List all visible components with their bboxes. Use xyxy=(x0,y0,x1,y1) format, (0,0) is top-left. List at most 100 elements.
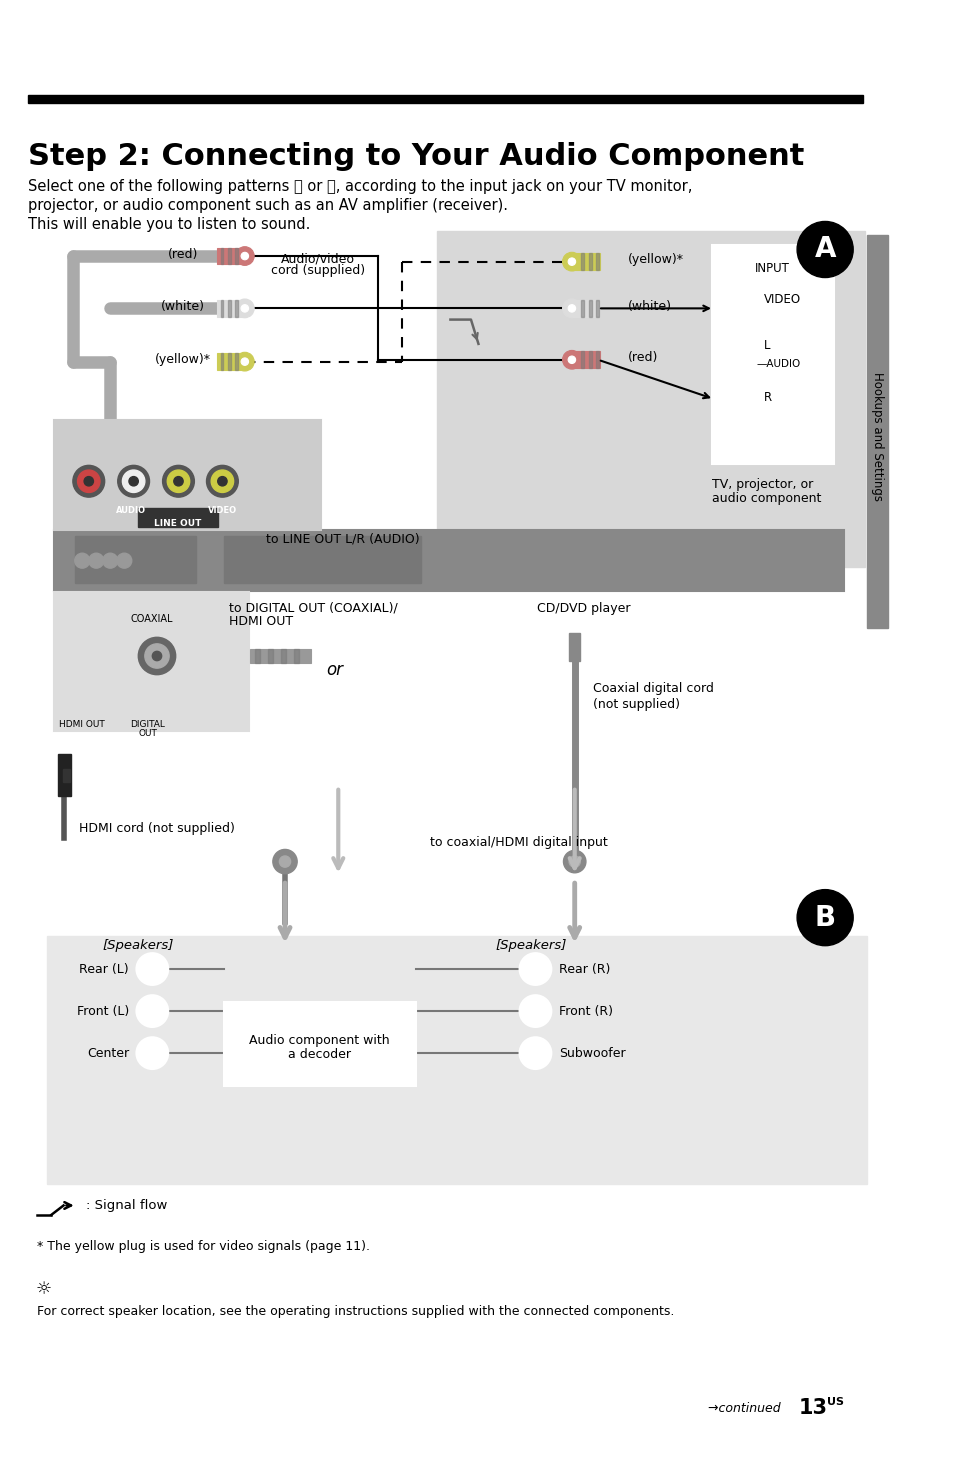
Bar xyxy=(228,248,231,264)
Bar xyxy=(224,1001,416,1086)
Circle shape xyxy=(103,553,117,568)
Bar xyxy=(588,300,591,317)
Bar xyxy=(571,254,599,270)
Text: VIDEO: VIDEO xyxy=(762,292,800,305)
Bar xyxy=(588,254,591,270)
Text: to LINE OUT L/R (AUDIO): to LINE OUT L/R (AUDIO) xyxy=(266,532,419,546)
Text: HDMI OUT: HDMI OUT xyxy=(59,719,105,728)
Text: US: US xyxy=(826,1397,843,1407)
Circle shape xyxy=(145,1004,160,1019)
Circle shape xyxy=(241,357,249,365)
Text: [Speakers]: [Speakers] xyxy=(495,939,566,952)
Circle shape xyxy=(734,393,747,405)
Circle shape xyxy=(72,466,105,497)
Text: For correct speaker location, see the operating instructions supplied with the c: For correct speaker location, see the op… xyxy=(37,1305,674,1318)
Bar xyxy=(596,351,598,368)
Circle shape xyxy=(562,300,580,317)
Circle shape xyxy=(211,470,233,492)
Circle shape xyxy=(136,954,168,985)
Circle shape xyxy=(117,466,150,497)
Bar xyxy=(235,300,238,317)
Text: Coaxial digital cord: Coaxial digital cord xyxy=(593,682,714,696)
Text: A: A xyxy=(814,236,835,264)
Circle shape xyxy=(136,995,168,1028)
Circle shape xyxy=(527,961,542,976)
Text: Front (L): Front (L) xyxy=(76,1004,129,1017)
Bar xyxy=(28,95,862,102)
Text: ☼: ☼ xyxy=(35,1280,51,1298)
Text: R: R xyxy=(762,390,771,403)
Text: TV, projector, or: TV, projector, or xyxy=(711,479,813,491)
Text: Rear (R): Rear (R) xyxy=(558,962,610,976)
Circle shape xyxy=(122,470,145,492)
Bar xyxy=(228,300,231,317)
Text: audio component: audio component xyxy=(711,492,821,506)
Bar xyxy=(254,650,259,663)
Text: B: B xyxy=(814,903,835,931)
Text: This will enable you to listen to sound.: This will enable you to listen to sound. xyxy=(28,217,310,231)
Circle shape xyxy=(84,476,93,486)
Bar xyxy=(54,529,843,590)
Text: : Signal flow: : Signal flow xyxy=(86,1198,167,1212)
Circle shape xyxy=(89,553,104,568)
Circle shape xyxy=(562,252,580,271)
Bar xyxy=(436,231,864,567)
Bar xyxy=(58,755,71,796)
Text: (white): (white) xyxy=(161,300,205,313)
Bar xyxy=(580,254,583,270)
Circle shape xyxy=(167,470,190,492)
Circle shape xyxy=(273,850,296,873)
Text: LINE OUT: LINE OUT xyxy=(153,519,201,528)
Bar xyxy=(571,351,599,368)
Bar xyxy=(866,236,887,627)
Text: to DIGITAL OUT (COAXIAL)/: to DIGITAL OUT (COAXIAL)/ xyxy=(229,602,397,615)
Circle shape xyxy=(145,961,160,976)
Bar xyxy=(216,248,245,264)
Circle shape xyxy=(568,356,575,363)
Bar xyxy=(580,300,583,317)
Bar xyxy=(571,300,599,317)
Text: AUDIO: AUDIO xyxy=(115,507,146,516)
Bar xyxy=(63,770,70,782)
Text: Rear (L): Rear (L) xyxy=(79,962,129,976)
Text: Audio/video: Audio/video xyxy=(280,252,355,265)
Circle shape xyxy=(152,651,161,660)
Text: Front (R): Front (R) xyxy=(558,1004,612,1017)
Circle shape xyxy=(568,258,575,265)
Bar xyxy=(220,300,223,317)
Circle shape xyxy=(726,334,754,362)
Text: HDMI OUT: HDMI OUT xyxy=(229,615,293,627)
Circle shape xyxy=(734,341,747,354)
Text: OUT: OUT xyxy=(138,728,157,739)
Circle shape xyxy=(136,1037,168,1069)
Bar xyxy=(220,353,223,371)
Bar xyxy=(216,353,245,371)
Text: Step 2: Connecting to Your Audio Component: Step 2: Connecting to Your Audio Compone… xyxy=(28,142,803,171)
Text: Audio component with: Audio component with xyxy=(249,1035,390,1047)
Bar xyxy=(54,420,320,529)
Text: Center: Center xyxy=(87,1047,129,1060)
Circle shape xyxy=(235,353,253,371)
Circle shape xyxy=(129,476,138,486)
Circle shape xyxy=(797,221,852,277)
Text: or: or xyxy=(326,661,343,679)
Text: VIDEO: VIDEO xyxy=(208,507,236,516)
Bar xyxy=(580,351,583,368)
Circle shape xyxy=(519,954,551,985)
Bar xyxy=(224,537,420,583)
Bar xyxy=(138,509,217,526)
Bar xyxy=(220,248,223,264)
Text: cord (supplied): cord (supplied) xyxy=(271,264,364,277)
Text: HDMI cord (not supplied): HDMI cord (not supplied) xyxy=(79,823,235,835)
Bar xyxy=(596,300,598,317)
Bar xyxy=(74,537,196,583)
Text: INPUT: INPUT xyxy=(755,261,789,274)
Circle shape xyxy=(726,386,754,414)
Text: * The yellow plug is used for video signals (page 11).: * The yellow plug is used for video sign… xyxy=(37,1240,370,1253)
Bar xyxy=(235,248,238,264)
Bar xyxy=(47,936,866,1183)
Circle shape xyxy=(569,856,579,868)
Circle shape xyxy=(519,995,551,1028)
Text: 13: 13 xyxy=(799,1398,827,1418)
Bar xyxy=(711,245,833,464)
